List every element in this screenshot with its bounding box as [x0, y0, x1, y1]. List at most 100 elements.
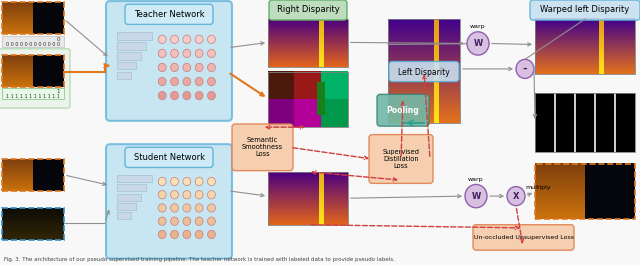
Circle shape — [465, 184, 487, 208]
Circle shape — [195, 230, 203, 238]
Circle shape — [183, 204, 191, 212]
Circle shape — [207, 191, 216, 199]
Text: Teacher Network: Teacher Network — [134, 10, 204, 19]
Circle shape — [158, 191, 166, 199]
Text: warp: warp — [468, 177, 484, 182]
FancyBboxPatch shape — [232, 124, 293, 171]
Bar — [535, 93, 635, 152]
FancyBboxPatch shape — [389, 61, 459, 82]
FancyBboxPatch shape — [369, 135, 433, 183]
Circle shape — [158, 91, 166, 100]
Circle shape — [183, 177, 191, 186]
Bar — [117, 184, 147, 191]
Bar — [117, 72, 131, 79]
Text: Semantic
Smoothness
Loss: Semantic Smoothness Loss — [242, 137, 283, 157]
Text: Un-occluded Unsupervised Loss: Un-occluded Unsupervised Loss — [474, 235, 573, 240]
Text: Student Network: Student Network — [134, 153, 205, 162]
Circle shape — [171, 204, 179, 212]
Circle shape — [207, 49, 216, 58]
Circle shape — [195, 35, 203, 43]
Bar — [2, 2, 64, 34]
FancyBboxPatch shape — [0, 49, 70, 108]
Circle shape — [195, 77, 203, 86]
Circle shape — [507, 187, 525, 206]
Circle shape — [195, 63, 203, 72]
Bar — [268, 172, 348, 225]
Bar — [535, 19, 635, 74]
Circle shape — [158, 77, 166, 86]
Circle shape — [207, 63, 216, 72]
Bar — [2, 208, 64, 240]
Bar — [117, 193, 141, 201]
Circle shape — [171, 177, 179, 186]
Circle shape — [183, 63, 191, 72]
Text: Fig. 3. The architecture of our pseudo supervised training pipeline. The teacher: Fig. 3. The architecture of our pseudo s… — [4, 257, 395, 262]
Circle shape — [207, 177, 216, 186]
Bar — [117, 203, 136, 210]
Text: 0 0 0 0 0 0 0 0 0 0 0 0: 0 0 0 0 0 0 0 0 0 0 0 0 — [6, 42, 60, 47]
Circle shape — [183, 217, 191, 225]
Circle shape — [183, 230, 191, 238]
Circle shape — [158, 204, 166, 212]
Bar — [117, 212, 131, 219]
Text: Warped left Disparity: Warped left Disparity — [540, 5, 630, 14]
Circle shape — [207, 35, 216, 43]
Circle shape — [183, 91, 191, 100]
Text: 1 1 1 1 1 1 1 1 1 1 1 1: 1 1 1 1 1 1 1 1 1 1 1 1 — [6, 94, 60, 99]
Bar — [2, 36, 64, 47]
Text: 0: 0 — [56, 37, 60, 42]
Circle shape — [195, 177, 203, 186]
Circle shape — [207, 91, 216, 100]
Circle shape — [158, 230, 166, 238]
Circle shape — [195, 49, 203, 58]
Circle shape — [183, 49, 191, 58]
Bar — [2, 55, 64, 87]
FancyBboxPatch shape — [125, 147, 213, 167]
Circle shape — [467, 32, 489, 55]
Bar — [268, 72, 348, 127]
Circle shape — [171, 230, 179, 238]
Bar — [535, 164, 635, 219]
Circle shape — [158, 217, 166, 225]
Circle shape — [171, 217, 179, 225]
FancyBboxPatch shape — [106, 1, 232, 121]
Circle shape — [158, 63, 166, 72]
Text: multiply: multiply — [525, 185, 551, 190]
Circle shape — [171, 191, 179, 199]
Bar — [117, 62, 136, 69]
FancyBboxPatch shape — [377, 94, 429, 126]
Text: W: W — [472, 192, 481, 201]
Circle shape — [171, 91, 179, 100]
FancyBboxPatch shape — [125, 4, 213, 24]
Circle shape — [195, 191, 203, 199]
Bar — [2, 88, 64, 99]
Circle shape — [195, 217, 203, 225]
Text: Right Disparity: Right Disparity — [276, 5, 339, 14]
Bar — [388, 19, 460, 123]
Text: W: W — [474, 39, 483, 48]
Circle shape — [183, 35, 191, 43]
Circle shape — [516, 59, 534, 78]
Bar — [117, 175, 152, 182]
FancyBboxPatch shape — [269, 0, 347, 20]
Circle shape — [171, 63, 179, 72]
Circle shape — [158, 49, 166, 58]
Text: Supervised
Distillation
Loss: Supervised Distillation Loss — [383, 149, 419, 169]
Text: Pooling: Pooling — [387, 106, 419, 115]
Circle shape — [158, 35, 166, 43]
Text: warp: warp — [470, 24, 486, 29]
Circle shape — [183, 77, 191, 86]
Bar — [2, 159, 64, 191]
Circle shape — [183, 191, 191, 199]
Circle shape — [207, 217, 216, 225]
Circle shape — [158, 177, 166, 186]
Circle shape — [195, 91, 203, 100]
Circle shape — [171, 35, 179, 43]
Circle shape — [207, 77, 216, 86]
Text: -: - — [523, 64, 527, 74]
Bar — [117, 32, 152, 40]
Text: 1: 1 — [56, 89, 60, 94]
Text: X: X — [513, 192, 519, 201]
Circle shape — [195, 204, 203, 212]
FancyBboxPatch shape — [530, 0, 640, 20]
